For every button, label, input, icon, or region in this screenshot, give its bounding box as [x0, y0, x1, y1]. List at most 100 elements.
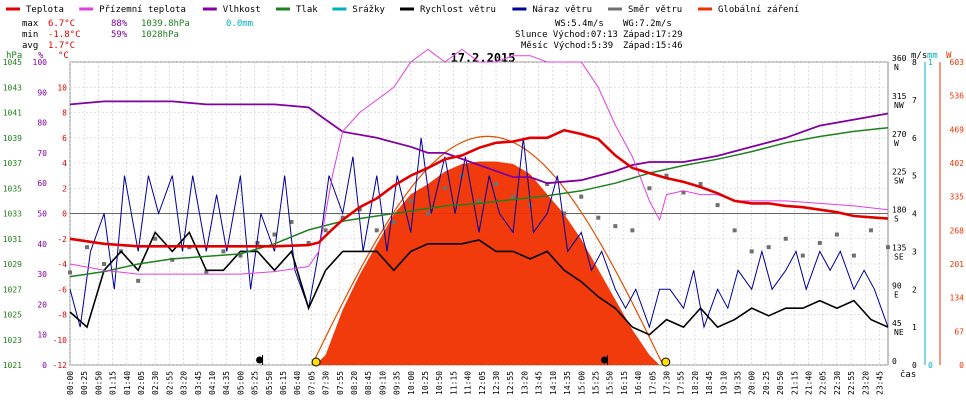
- stats-block: max 6.7°C 88% 1039.8hPa 0.0mm min -1.8°C…: [22, 19, 253, 51]
- moon-marker: [256, 356, 264, 364]
- ground-temp-line: [69, 48, 889, 275]
- x-tick-label: 02:05: [137, 371, 146, 395]
- sun-marker: [311, 357, 321, 367]
- pressure-tick: 1027: [3, 285, 22, 294]
- x-tick-label: 07:55: [336, 371, 345, 395]
- wind-dir-name: E: [894, 290, 899, 299]
- x-tick-label: 12:55: [506, 371, 515, 395]
- stats-max-label: max: [22, 19, 39, 29]
- pressure-tick: 1029: [3, 260, 22, 269]
- x-tick-label: 07:05: [307, 371, 316, 395]
- wind-speed-tick: 6: [912, 134, 917, 143]
- x-tick-label: 16:15: [620, 371, 629, 395]
- legend-label: Rychlost větru: [420, 5, 496, 15]
- x-tick-label: 13:20: [520, 371, 529, 395]
- x-tick-label: 05:25: [251, 371, 260, 395]
- temperature-tick: 0: [62, 210, 67, 219]
- wind-dir-point: [800, 253, 805, 258]
- sun-rise: Slunce Východ:07:13: [515, 30, 618, 40]
- wind-dir-point: [647, 186, 652, 191]
- x-tick-label: 21:15: [790, 371, 799, 395]
- unit-cas: čas: [900, 369, 916, 380]
- x-tick-label: 11:40: [464, 371, 473, 395]
- legend-label: Náraz větru: [532, 5, 592, 15]
- humidity-tick: 0: [42, 361, 47, 370]
- x-tick-label: 08:20: [350, 371, 359, 395]
- gust-line: [69, 137, 889, 330]
- stats-min-hum: 59%: [111, 30, 128, 40]
- rain-tick: 0: [928, 361, 933, 370]
- x-tick-label: 03:45: [194, 371, 203, 395]
- stats-max-press: 1039.8hPa: [141, 19, 190, 29]
- x-tick-label: 01:15: [109, 371, 118, 395]
- wind-dir-point: [749, 249, 754, 254]
- temperature-tick: 8: [62, 109, 67, 118]
- wind-dir-point: [102, 262, 107, 266]
- wind-wg: WG:7.2m/s: [623, 19, 672, 29]
- x-tick-label: 18:45: [705, 371, 714, 395]
- radiation-tick: 67: [954, 327, 964, 336]
- wind-speed-tick: 3: [912, 247, 917, 256]
- pressure-tick: 1039: [3, 134, 22, 143]
- x-tick-label: 04:35: [222, 371, 231, 395]
- temperature-tick: -6: [57, 285, 67, 294]
- wind-dir-point: [596, 215, 601, 220]
- x-tick-label: 19:10: [719, 371, 728, 395]
- radiation-tick: 603: [950, 58, 965, 67]
- radiation-tick: 0: [959, 361, 964, 370]
- temperature-tick: -8: [57, 311, 67, 320]
- x-tick-label: 14:35: [563, 371, 572, 395]
- wind-speed-tick: 2: [912, 285, 917, 294]
- wind-dir-point: [868, 228, 873, 233]
- humidity-tick: 100: [33, 58, 48, 67]
- wind-dir-point: [221, 249, 226, 254]
- legend-label: Přízemní teplota: [99, 5, 186, 15]
- humidity-tick: 80: [37, 119, 47, 128]
- legend-label: Vlhkost: [223, 5, 261, 15]
- wind-info-block: WS:5.4m/s WG:7.2m/s Slunce Východ:07:13 …: [515, 19, 683, 51]
- wind-dir-name: W: [894, 139, 899, 148]
- wind-dir-point: [255, 240, 260, 245]
- rain-tick: 1: [928, 58, 933, 67]
- x-tick-label: 23:45: [875, 371, 884, 395]
- pressure-tick: 1023: [3, 336, 22, 345]
- moon-rise: Měsíc Východ:5:39: [521, 41, 613, 51]
- wind-dir-tick: 45: [892, 319, 902, 328]
- x-tick-label: 09:10: [378, 371, 387, 395]
- humidity-tick: 30: [37, 270, 47, 279]
- wind-dir-tick: 225: [892, 168, 907, 177]
- temperature-tick: 2: [62, 184, 67, 193]
- x-tick-label: 03:20: [180, 371, 189, 395]
- wind-speed-tick: 1: [912, 323, 917, 332]
- wind-dir-name: SW: [894, 177, 904, 186]
- radiation-tick: 268: [950, 226, 965, 235]
- stats-avg-label: avg: [22, 41, 38, 51]
- wind-dir-tick: 360: [892, 54, 907, 63]
- wind-dir-point: [289, 219, 294, 224]
- x-tick-label: 15:00: [577, 371, 586, 395]
- legend: Teplota Přízemní teplota Vlhkost Tlak Srážky…: [6, 5, 799, 15]
- wind-dir-tick: 180: [892, 206, 907, 215]
- wind-dir-point: [391, 219, 396, 224]
- legend-label: Tlak: [296, 5, 318, 15]
- wind-dir-point: [153, 236, 158, 241]
- axis-unit-labels: hPa % °C m/s mm W čas: [6, 51, 952, 380]
- x-tick-label: 02:30: [151, 371, 160, 395]
- x-tick-label: 06:15: [279, 371, 288, 395]
- axes: 1021102310251027102910311033103510371039…: [3, 54, 964, 395]
- radiation-tick: 134: [950, 294, 965, 303]
- x-tick-label: 10:50: [435, 371, 444, 395]
- x-tick-label: 20:50: [776, 371, 785, 395]
- wind-dir-point: [630, 228, 635, 233]
- wind-speed-line: [69, 230, 889, 336]
- wind-dir-name: N: [894, 63, 899, 72]
- wind-dir-point: [68, 270, 72, 275]
- x-tick-label: 05:00: [236, 371, 245, 395]
- wind-dir-tick: 90: [892, 281, 902, 290]
- temperature-tick: 4: [62, 159, 67, 168]
- pressure-line: [69, 126, 889, 278]
- wind-dir-point: [357, 207, 362, 212]
- temperature-tick: -12: [53, 361, 68, 370]
- humidity-tick: 40: [37, 240, 47, 249]
- unit-w: W: [946, 51, 952, 61]
